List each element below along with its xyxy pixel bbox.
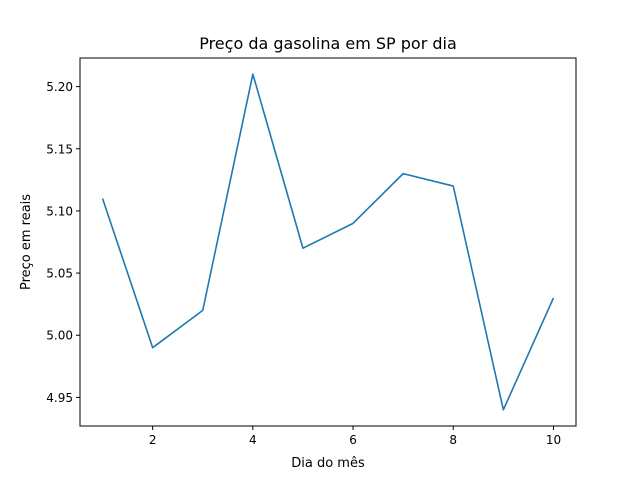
chart-title: Preço da gasolina em SP por dia — [199, 34, 457, 53]
x-axis-label: Dia do mês — [291, 456, 365, 471]
x-tick-label: 4 — [249, 433, 257, 447]
y-axis-label: Preço em reais — [19, 194, 34, 290]
y-tick-label: 5.10 — [46, 204, 73, 218]
series-line — [101, 73, 555, 411]
x-axis-ticks: 2 4 6 8 10 — [149, 426, 561, 447]
series-group — [101, 73, 555, 411]
y-tick-label: 5.05 — [46, 267, 73, 281]
x-tick-label: 2 — [149, 433, 157, 447]
plot-frame — [79, 57, 577, 427]
y-tick-label: 5.00 — [46, 329, 73, 343]
y-axis-ticks: 4.95 5.00 5.05 5.10 5.15 5.20 — [46, 80, 80, 405]
x-tick-label: 10 — [546, 433, 561, 447]
x-tick-label: 8 — [449, 433, 457, 447]
y-tick-label: 4.95 — [46, 391, 73, 405]
y-tick-label: 5.15 — [46, 142, 73, 156]
x-tick-label: 6 — [349, 433, 357, 447]
y-tick-label: 5.20 — [46, 80, 73, 94]
